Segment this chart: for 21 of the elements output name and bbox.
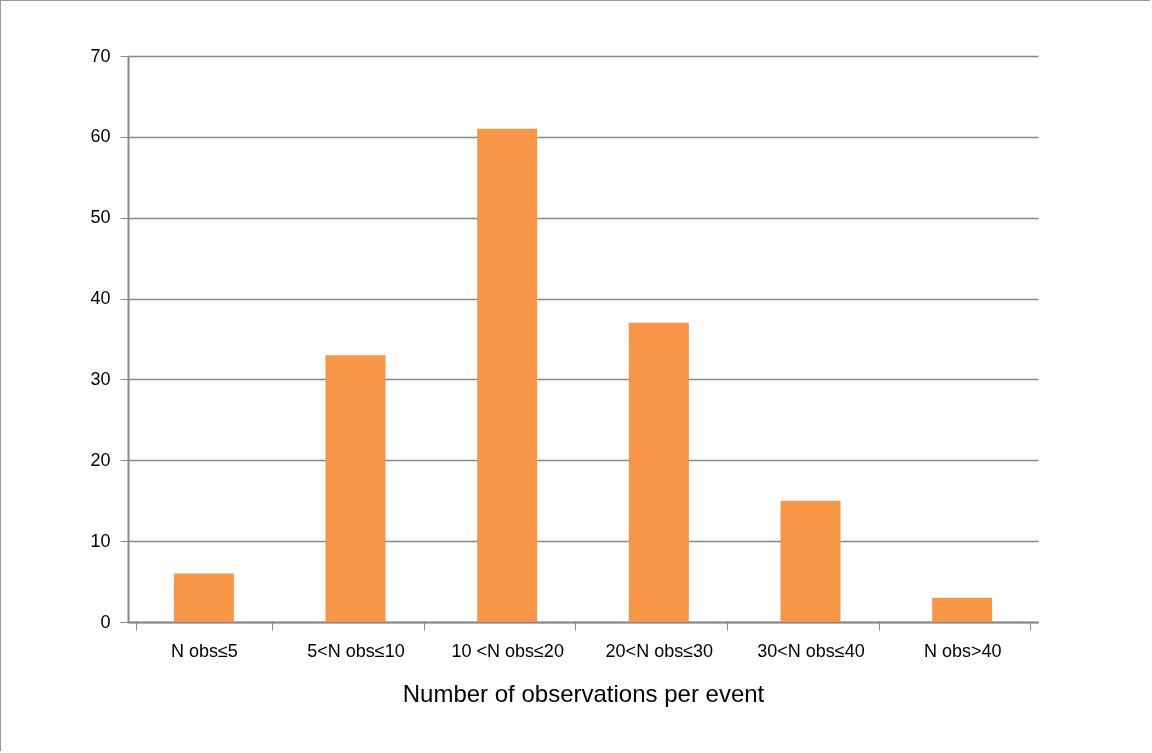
y-tick-label: 10 bbox=[90, 530, 111, 551]
y-tick-label: 60 bbox=[90, 126, 111, 147]
x-tick-label: 10 <N obs≤20 bbox=[451, 640, 564, 661]
y-tick-label: 70 bbox=[90, 45, 111, 66]
x-axis-title: Number of observations per event bbox=[402, 679, 765, 707]
y-tick-label: 20 bbox=[90, 449, 111, 470]
bar bbox=[780, 500, 841, 622]
bar bbox=[173, 573, 234, 622]
y-tick-label: 50 bbox=[90, 207, 111, 228]
x-tick-label: 30<N obs≤40 bbox=[757, 640, 865, 661]
x-tick-label: 20<N obs≤30 bbox=[605, 640, 714, 661]
bar bbox=[477, 128, 538, 622]
y-tick-label: 30 bbox=[90, 368, 111, 389]
bar bbox=[628, 322, 689, 622]
y-tick-label: 0 bbox=[100, 611, 111, 632]
y-tick-label: 40 bbox=[90, 288, 111, 309]
x-tick-label: 5<N obs≤10 bbox=[307, 640, 405, 661]
bar bbox=[325, 355, 386, 622]
x-tick-label: N obs≤5 bbox=[170, 640, 238, 661]
bar bbox=[932, 597, 993, 622]
x-tick-label: N obs>40 bbox=[923, 640, 1002, 661]
